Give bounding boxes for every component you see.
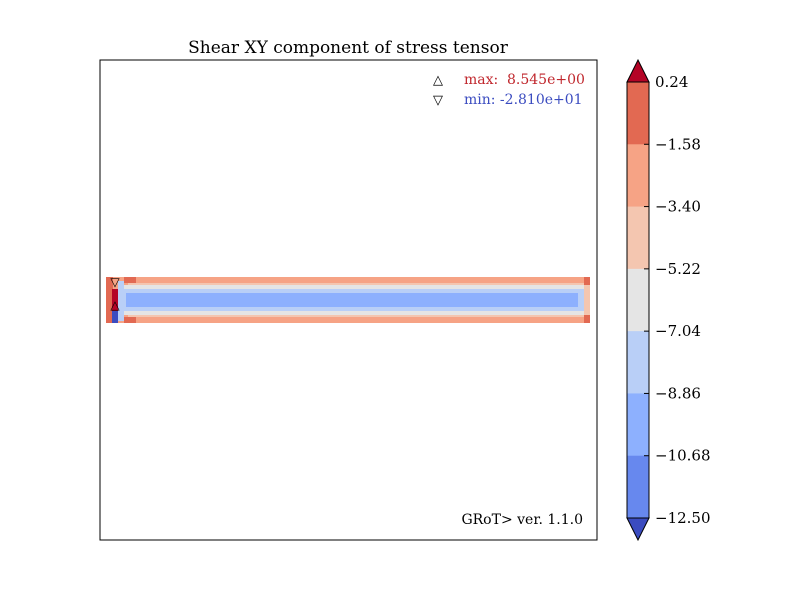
- stress-field-beam: [106, 277, 590, 323]
- colorbar-segment: [627, 82, 649, 145]
- colorbar-tick-label: −10.68: [655, 447, 711, 465]
- colorbar-segment: [627, 144, 649, 208]
- colorbar-extend-bottom: [626, 517, 650, 542]
- colorbar-tick-label: −1.58: [655, 135, 701, 153]
- min-legend-symbol: ▽: [433, 93, 443, 108]
- colorbar-frame: [626, 81, 650, 519]
- colorbar-tick-label: −5.22: [655, 260, 701, 278]
- field-left-strip: [118, 281, 124, 321]
- field-edge-patch: [584, 277, 590, 285]
- min-legend-label: min: -2.810e+01: [464, 92, 583, 108]
- min-marker-icon: ▽: [110, 275, 120, 289]
- colorbar-extend-top: [626, 58, 650, 83]
- field-left-patch: [124, 277, 136, 283]
- colorbar-segment: [627, 268, 649, 332]
- field-edge-patch: [584, 285, 590, 315]
- colorbar-segment: [627, 393, 649, 457]
- max-legend-symbol: △: [433, 73, 443, 88]
- max-legend-value: 8.545e+00: [507, 72, 585, 88]
- colorbar-segment: [627, 206, 649, 270]
- field-left-edge: [106, 277, 113, 323]
- colorbar-tick-label: 0.24: [655, 73, 688, 91]
- field-left-coldspot: [112, 311, 118, 323]
- field-band-core: [126, 293, 578, 307]
- max-marker-icon: △: [110, 298, 120, 312]
- colorbar-tick-label: −7.04: [655, 322, 701, 340]
- colorbar-segment: [627, 331, 649, 394]
- colorbar-segment: [627, 455, 649, 519]
- chart-title: Shear XY component of stress tensor: [188, 38, 509, 58]
- colorbar: 0.24 −1.58 −3.40 −5.22 −7.04 −8.86 −10.68 −12.5…: [626, 58, 711, 542]
- colorbar-tick-label: −12.50: [655, 509, 711, 527]
- field-edge-patch: [584, 315, 590, 323]
- max-legend-label: max:: [464, 72, 498, 88]
- field-left-hotspot: [112, 289, 118, 311]
- field-left-patch: [124, 317, 136, 323]
- colorbar-tick-label: −8.86: [655, 384, 701, 402]
- colorbar-tick-label: −3.40: [655, 198, 701, 216]
- version-text: GRoT> ver. 1.1.0: [461, 512, 583, 528]
